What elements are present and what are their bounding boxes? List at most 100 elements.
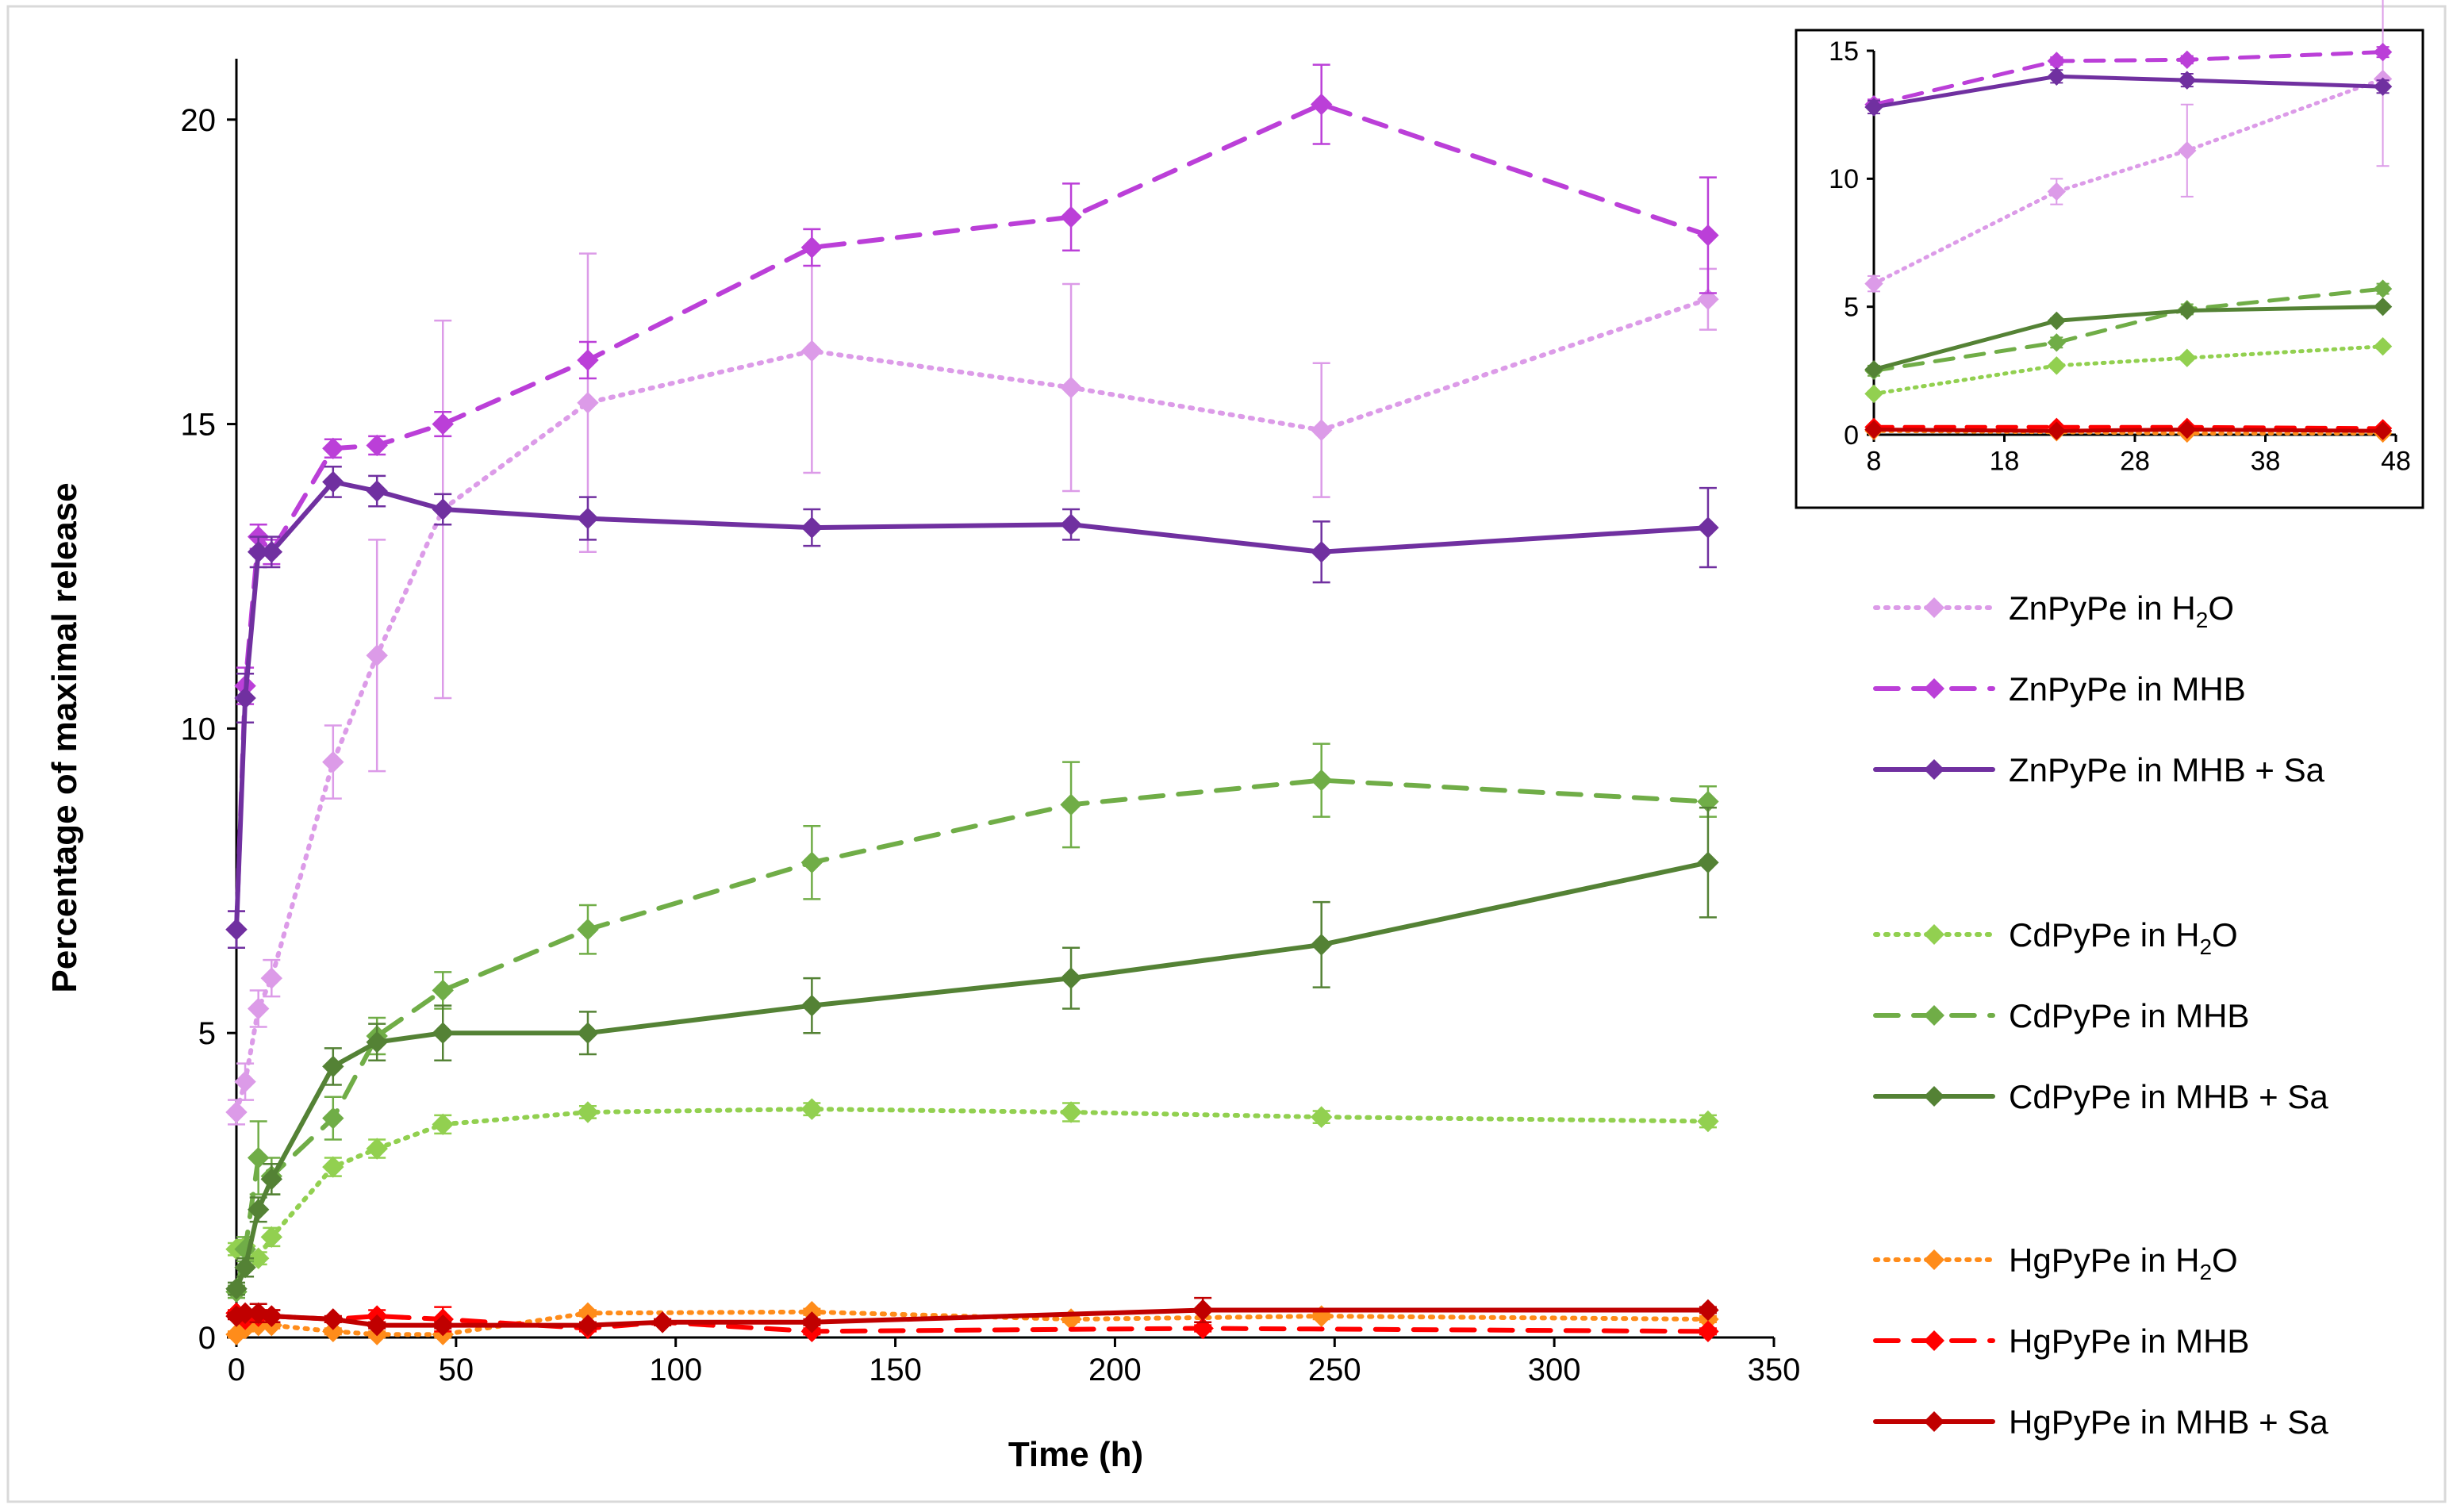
data-point <box>1697 224 1719 247</box>
main-series-hgpype-in-mhb-sa <box>225 1296 1719 1337</box>
data-point <box>1192 1299 1214 1322</box>
data-point <box>366 1314 388 1337</box>
main-series-cdpype-in-mhb-sa <box>225 806 1719 1300</box>
data-point <box>322 437 344 459</box>
legend-marker <box>1924 1330 1944 1351</box>
data-point <box>432 413 454 436</box>
data-point <box>1697 1299 1719 1322</box>
series-line <box>234 479 1710 932</box>
data-point <box>366 1138 388 1160</box>
data-point <box>577 349 599 371</box>
main-y-tick-label: 10 <box>181 712 217 746</box>
data-point <box>432 1022 454 1044</box>
data-point <box>260 1305 283 1327</box>
legend-marker <box>1924 1249 1944 1270</box>
data-point <box>247 1247 270 1269</box>
data-point <box>1864 274 1883 294</box>
data-point <box>800 340 823 363</box>
data-point <box>366 434 388 457</box>
data-point <box>225 918 248 941</box>
series-line <box>1871 424 2386 431</box>
legend-item-znpype-in-mhb-sa: ZnPyPe in MHB + Sa <box>1873 751 2325 789</box>
main-y-tick-label: 15 <box>181 408 217 443</box>
data-point <box>2178 50 2197 70</box>
data-point <box>577 1314 599 1337</box>
series-line <box>1871 77 2386 286</box>
data-point <box>1060 793 1082 816</box>
series-line <box>234 102 1710 932</box>
data-point <box>577 1022 599 1044</box>
inset-x-tick-label: 48 <box>2381 447 2411 477</box>
main-x-tick-label: 150 <box>869 1353 922 1387</box>
inset-series-cdpype-in-h2o <box>1864 336 2393 404</box>
data-point <box>225 1101 248 1123</box>
data-point <box>1060 1101 1082 1123</box>
series-line <box>234 777 1710 1295</box>
legend-marker <box>1924 1005 1944 1026</box>
data-point <box>2047 356 2067 375</box>
data-point <box>247 1199 270 1221</box>
legend-item-cdpype-in-mhb: CdPyPe in MHB <box>1873 997 2249 1034</box>
inset-series-hgpype-in-mhb-sa <box>1864 420 2393 440</box>
data-point <box>234 1070 256 1093</box>
legend-item-znpype-in-h2o: ZnPyPe in H2O <box>1873 589 2234 632</box>
main-y-tick-label: 5 <box>198 1016 216 1051</box>
inset-x-tick-label: 38 <box>2251 447 2281 477</box>
legend-marker <box>1924 924 1944 945</box>
legend-label: HgPyPe in MHB <box>2009 1322 2249 1360</box>
legend-label: ZnPyPe in H2O <box>2009 589 2234 632</box>
data-point <box>1310 93 1333 116</box>
data-point <box>247 997 270 1020</box>
main-series-cdpype-in-h2o <box>225 1098 1719 1269</box>
inset-series <box>1864 0 2393 443</box>
data-point <box>432 498 454 520</box>
legend-marker <box>1924 1086 1944 1107</box>
data-point <box>260 967 283 989</box>
inset-y-tick-label: 10 <box>1829 164 1859 194</box>
data-point <box>1697 1110 1719 1133</box>
data-point <box>1310 419 1333 441</box>
data-point <box>225 1277 248 1300</box>
series-line <box>1871 305 2386 372</box>
data-point <box>651 1311 674 1334</box>
main-series-znpype-in-mhb-sa <box>225 466 1719 949</box>
data-point <box>1864 98 1883 117</box>
data-point <box>2373 77 2393 96</box>
data-point <box>1697 851 1719 873</box>
data-point <box>1060 967 1082 989</box>
data-point <box>2178 348 2197 367</box>
data-point <box>1310 1106 1333 1128</box>
data-point <box>800 1098 823 1120</box>
main-x-tick-label: 200 <box>1088 1353 1142 1387</box>
data-point <box>2047 333 2067 352</box>
series-line <box>1871 286 2386 373</box>
data-point <box>1310 541 1333 563</box>
main-y-tick-label: 20 <box>181 103 217 138</box>
data-point <box>800 851 823 873</box>
data-point <box>322 1320 344 1343</box>
data-point <box>432 1113 454 1136</box>
legend-label: CdPyPe in MHB <box>2009 997 2249 1034</box>
legend-item-hgpype-in-h2o: HgPyPe in H2O <box>1873 1241 2238 1284</box>
main-x-tick-label: 50 <box>439 1353 474 1387</box>
inset-series-znpype-in-mhb-sa <box>1864 67 2393 117</box>
data-point <box>800 236 823 259</box>
data-point <box>2047 182 2067 201</box>
main-x-tick-label: 100 <box>649 1353 702 1387</box>
data-point <box>800 516 823 539</box>
data-point <box>366 1030 388 1053</box>
series-line <box>1871 344 2386 396</box>
legend-label: CdPyPe in MHB + Sa <box>2009 1078 2328 1115</box>
main-series-znpype-in-h2o <box>225 228 1719 1126</box>
data-point <box>366 644 388 666</box>
data-point <box>1060 376 1082 399</box>
data-point <box>577 507 599 530</box>
data-point <box>1697 1320 1719 1343</box>
data-point <box>1310 934 1333 956</box>
data-point <box>322 470 344 493</box>
legend-marker <box>1924 759 1944 780</box>
inset-x-tick-label: 18 <box>1990 447 2020 477</box>
data-point <box>2047 67 2067 86</box>
legend-item-hgpype-in-mhb-sa: HgPyPe in MHB + Sa <box>1873 1403 2328 1441</box>
